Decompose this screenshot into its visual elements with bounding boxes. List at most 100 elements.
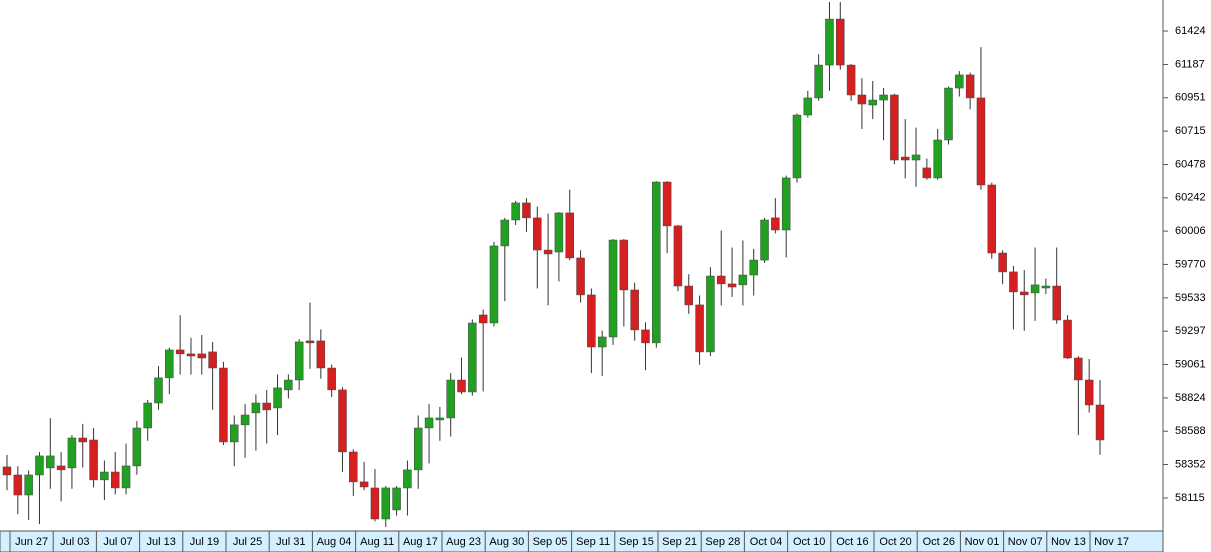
candle-body: [89, 439, 98, 481]
candle-body: [338, 389, 347, 453]
candle-body: [846, 64, 856, 96]
candle-body: [933, 139, 942, 179]
candle-body: [1009, 271, 1018, 293]
candle-body: [143, 402, 152, 429]
candle-body: [100, 471, 109, 481]
candle-body: [349, 451, 358, 483]
candle-body: [489, 245, 499, 324]
candle-body: [890, 94, 899, 161]
candle-body: [13, 474, 23, 496]
candle-body: [814, 64, 823, 99]
candle-body: [478, 314, 488, 324]
candle-body: [836, 18, 845, 66]
candle-body: [706, 275, 715, 353]
x-tick-label: Jul 13: [147, 536, 176, 548]
candle-body: [403, 469, 412, 489]
candle-body: [316, 340, 326, 369]
candle-body: [662, 181, 672, 227]
candle-body: [511, 202, 520, 221]
y-tick-label: 59297: [1175, 325, 1206, 337]
x-tick-label: Aug 04: [317, 536, 352, 548]
candle-body: [825, 18, 834, 66]
candle-body: [641, 329, 650, 344]
candle-body: [857, 94, 867, 105]
x-tick-label: Jul 07: [103, 536, 132, 548]
candle-body: [868, 99, 877, 106]
candle-body: [955, 74, 964, 89]
x-tick-label: Nov 07: [1008, 536, 1043, 548]
x-tick-label: Sep 05: [533, 536, 568, 548]
candle-body: [46, 455, 55, 469]
candle-body: [716, 275, 726, 285]
candle-body: [911, 154, 921, 161]
candle-body: [522, 202, 531, 219]
candle-body: [608, 239, 618, 338]
x-tick-label: Oct 04: [750, 536, 782, 548]
candle-body: [987, 184, 997, 254]
candle-body: [468, 322, 477, 393]
x-tick-label: Aug 23: [446, 536, 481, 548]
candle-body: [230, 424, 239, 443]
candle-body: [165, 349, 174, 379]
y-tick-label: 59533: [1175, 292, 1206, 304]
candle-body: [413, 427, 423, 471]
candle-body: [1030, 284, 1040, 294]
x-tick-label: Oct 16: [836, 536, 868, 548]
y-tick-label: 59061: [1175, 358, 1206, 370]
y-tick-label: 60478: [1175, 158, 1206, 170]
x-tick-label: Oct 10: [793, 536, 825, 548]
candle-body: [998, 252, 1007, 273]
x-tick-label: Nov 17: [1094, 536, 1129, 548]
candle-body: [67, 437, 77, 469]
x-tick-label: Sep 11: [576, 536, 610, 548]
candle-body: [56, 465, 66, 471]
x-axis-strip: [0, 530, 1164, 552]
candle-body: [576, 257, 585, 296]
x-tick-label: Jun 27: [15, 536, 48, 548]
candle-body: [110, 471, 120, 489]
candle-body: [565, 212, 574, 259]
candle-body: [305, 340, 315, 344]
candle-body: [1084, 379, 1094, 406]
x-tick-label: Sep 15: [619, 536, 654, 548]
candle-body: [771, 217, 780, 231]
candle-body: [792, 114, 802, 179]
x-tick-label: Aug 30: [489, 536, 524, 548]
x-tick-label: Jul 25: [233, 536, 262, 548]
candle-body: [803, 97, 813, 116]
candle-body: [587, 294, 596, 348]
candle-body: [446, 379, 455, 419]
candle-body: [273, 387, 282, 409]
candle-body: [35, 455, 44, 476]
candle-body: [922, 167, 932, 179]
candle-body: [208, 351, 217, 369]
candle-body: [1052, 285, 1061, 321]
candle-body: [251, 402, 261, 414]
candle-body: [132, 427, 142, 467]
x-tick-label: Jul 31: [276, 536, 305, 548]
candle-body: [197, 353, 207, 359]
candle-body: [457, 379, 466, 393]
y-tick-label: 58824: [1175, 392, 1206, 404]
candle-body: [381, 487, 391, 520]
x-tick-label: Sep 28: [705, 536, 740, 548]
candle-body: [554, 212, 564, 253]
candle-body: [370, 487, 380, 520]
candle-body: [965, 74, 975, 99]
candle-body: [2, 466, 12, 476]
y-tick-label: 58588: [1175, 425, 1206, 437]
candle-body: [533, 217, 542, 251]
candle-body: [327, 367, 336, 391]
candle-body: [738, 274, 748, 286]
candle-body: [1095, 404, 1105, 441]
candle-body: [749, 259, 758, 276]
x-tick-label: Jul 19: [190, 536, 219, 548]
candle-body: [435, 417, 445, 421]
candle-body: [121, 465, 131, 489]
x-tick-label: Nov 01: [965, 536, 1000, 548]
candle-body: [879, 94, 888, 101]
candle-body: [781, 177, 791, 231]
y-tick-label: 60242: [1175, 192, 1206, 204]
